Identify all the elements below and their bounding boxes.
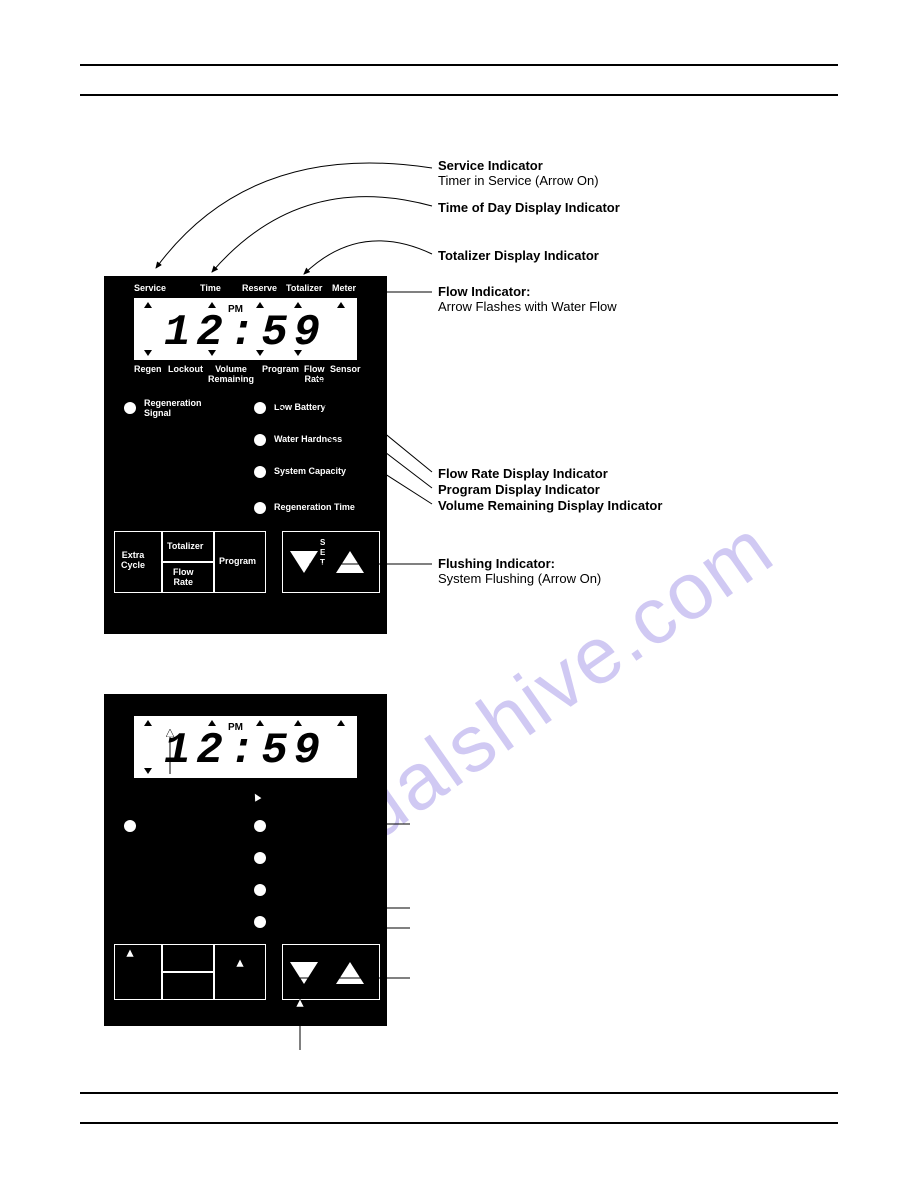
rule-top-1 bbox=[80, 64, 838, 66]
set-arrow-up-2[interactable] bbox=[336, 962, 364, 984]
btn-totalizer[interactable]: Totalizer bbox=[162, 531, 214, 562]
dot-sys-cap bbox=[254, 466, 266, 478]
lcd-display: PM 12:59 bbox=[134, 298, 357, 360]
btn-extra-cycle[interactable]: Extra Cycle bbox=[114, 531, 162, 593]
rule-top-2 bbox=[80, 94, 838, 96]
dot-regen-time bbox=[254, 502, 266, 514]
dot-b1 bbox=[124, 820, 136, 832]
btn-flowrate[interactable]: Flow Rate bbox=[162, 562, 214, 593]
btn-b3[interactable] bbox=[162, 972, 214, 1000]
hdr-meter: Meter bbox=[332, 283, 356, 293]
annot-flow-d: Arrow Flashes with Water Flow bbox=[438, 299, 617, 314]
annot-service-d: Timer in Service (Arrow On) bbox=[438, 173, 599, 188]
control-panel-bottom: PM 12:59 bbox=[104, 694, 387, 1026]
lbl-program: Program bbox=[262, 364, 299, 374]
set-arrow-up[interactable] bbox=[336, 551, 364, 573]
btn-program[interactable]: Program bbox=[214, 531, 266, 593]
annot-vrdi-t: Volume Remaining Display Indicator bbox=[438, 498, 662, 513]
lbl-program-btn: Program bbox=[219, 556, 256, 566]
annot-frdi: Flow Rate Display Indicator bbox=[438, 466, 608, 481]
lbl-flowrate: Flow Rate bbox=[304, 364, 325, 384]
lbl-regen-signal: Regeneration Signal bbox=[144, 398, 202, 418]
arrow-dn-1 bbox=[144, 350, 152, 356]
arrow-dn-3 bbox=[256, 350, 264, 356]
lbl-water-hard: Water Hardness bbox=[274, 434, 342, 444]
annot-pdi-t: Program Display Indicator bbox=[438, 482, 600, 497]
lbl-volrem: Volume Remaining bbox=[208, 364, 254, 384]
lbl-extra: Extra Cycle bbox=[121, 550, 145, 570]
annot-tod-t: Time of Day Display Indicator bbox=[438, 200, 620, 215]
hdr-reserve: Reserve bbox=[242, 283, 277, 293]
arrow-dn-2 bbox=[208, 350, 216, 356]
dot-b3 bbox=[254, 852, 266, 864]
lbl-regen: Regen bbox=[134, 364, 162, 374]
arrow-up-5 bbox=[337, 302, 345, 308]
lbl-sys-cap: System Capacity bbox=[274, 466, 346, 476]
hdr-totalizer: Totalizer bbox=[286, 283, 322, 293]
rule-bot-1 bbox=[80, 1092, 838, 1094]
dot-b5 bbox=[254, 916, 266, 928]
annot-vrdi: Volume Remaining Display Indicator bbox=[438, 498, 662, 513]
set-arrow-down[interactable] bbox=[290, 551, 318, 573]
annot-flow-t: Flow Indicator: bbox=[438, 284, 530, 299]
annot-tot-t: Totalizer Display Indicator bbox=[438, 248, 599, 263]
dot-regen-signal bbox=[124, 402, 136, 414]
btn-b1[interactable] bbox=[114, 944, 162, 1000]
annot-tod: Time of Day Display Indicator bbox=[438, 200, 620, 215]
lcd-time-2: 12:59 bbox=[164, 726, 326, 776]
annot-pdi: Program Display Indicator bbox=[438, 482, 600, 497]
lbl-low-batt: Low Battery bbox=[274, 402, 326, 412]
arrow-dn-b1 bbox=[144, 768, 152, 774]
hdr-time: Time bbox=[200, 283, 221, 293]
annot-flow: Flow Indicator: Arrow Flashes with Water… bbox=[438, 284, 617, 314]
lbl-flowrate-btn: Flow Rate bbox=[173, 567, 194, 587]
dot-b4 bbox=[254, 884, 266, 896]
annot-service: Service Indicator Timer in Service (Arro… bbox=[438, 158, 599, 188]
lbl-lockout: Lockout bbox=[168, 364, 203, 374]
btn-b4[interactable] bbox=[214, 944, 266, 1000]
annot-flush-t: Flushing Indicator: bbox=[438, 556, 555, 571]
dot-water-hard bbox=[254, 434, 266, 446]
arrow-up-1 bbox=[144, 302, 152, 308]
arrow-up-b5 bbox=[337, 720, 345, 726]
arrow-dn-4 bbox=[294, 350, 302, 356]
btn-b2[interactable] bbox=[162, 944, 214, 972]
dot-low-batt bbox=[254, 402, 266, 414]
annot-tot: Totalizer Display Indicator bbox=[438, 248, 599, 263]
annot-frdi-t: Flow Rate Display Indicator bbox=[438, 466, 608, 481]
set-arrow-down-2[interactable] bbox=[290, 962, 318, 984]
lbl-sensor: Sensor bbox=[330, 364, 361, 374]
lbl-totalizer: Totalizer bbox=[167, 541, 203, 551]
rule-bot-2 bbox=[80, 1122, 838, 1124]
dot-b2 bbox=[254, 820, 266, 832]
lbl-set: S E T bbox=[320, 538, 325, 568]
lcd-display-2: PM 12:59 bbox=[134, 716, 357, 778]
arrow-up-b1 bbox=[144, 720, 152, 726]
annot-service-t: Service Indicator bbox=[438, 158, 543, 173]
hdr-service: Service bbox=[134, 283, 166, 293]
annot-flush: Flushing Indicator: System Flushing (Arr… bbox=[438, 556, 601, 586]
control-panel-top: Service Time Reserve Totalizer Meter PM … bbox=[104, 276, 387, 634]
lbl-regen-time: Regeneration Time bbox=[274, 502, 355, 512]
annot-flush-d: System Flushing (Arrow On) bbox=[438, 571, 601, 586]
